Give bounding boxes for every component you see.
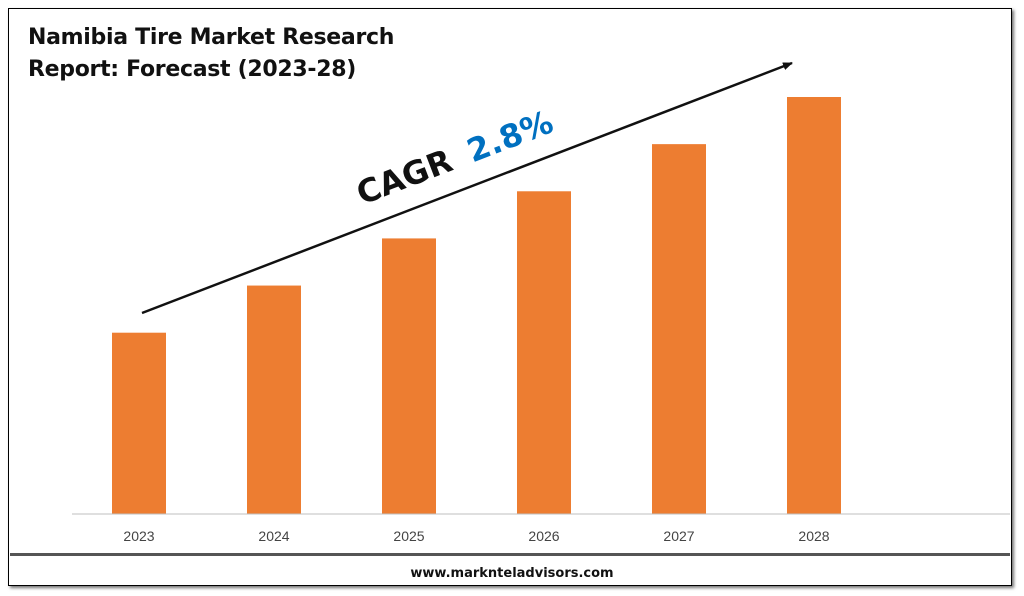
x-tick-label-2027: 2027 [663,528,694,544]
bar-2025 [382,238,436,514]
x-tick-label-2026: 2026 [528,528,559,544]
chart-title: Namibia Tire Market Research Report: For… [28,22,394,86]
bar-2023 [112,332,166,514]
bar-2026 [517,191,571,514]
chart-title-line-1: Namibia Tire Market Research [28,25,395,50]
bar-2027 [652,144,706,514]
x-tick-label-2024: 2024 [258,528,289,544]
x-tick-label-2023: 2023 [123,528,154,544]
chart-frame [8,8,1012,586]
chart-title-line-2: Report: Forecast (2023-28) [28,57,357,82]
x-axis-tick-labels: 2023 2024 2025 2026 2027 2028 [123,528,829,544]
bar-series [112,97,841,514]
bar-2028 [787,97,841,514]
x-tick-label-2028: 2028 [798,528,829,544]
cagr-value: 2.8% [462,103,558,170]
bar-2024 [247,285,301,514]
footer-divider [10,553,1010,556]
cagr-label: CAGR [351,141,457,212]
footer-source-url: www.marknteladvisors.com [410,566,614,581]
trend-arrow [141,61,793,315]
x-tick-label-2025: 2025 [393,528,424,544]
